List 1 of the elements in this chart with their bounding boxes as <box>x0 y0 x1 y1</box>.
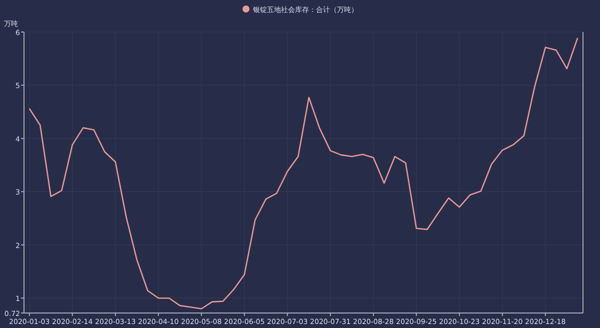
line-series <box>28 37 578 310</box>
